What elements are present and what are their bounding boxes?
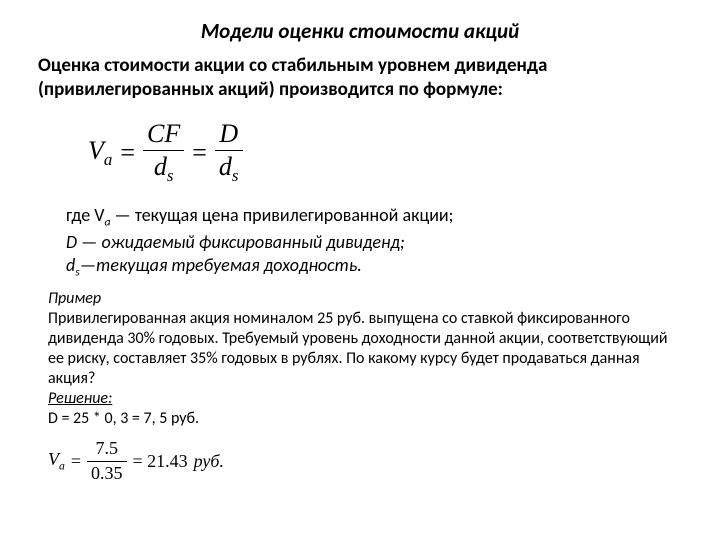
formula2-lhs-var: V <box>48 449 59 469</box>
example-label: Пример <box>48 289 682 309</box>
fraction-2: D ds <box>215 120 243 186</box>
formula-lhs-sub: a <box>104 150 112 169</box>
result-formula: Va = 7.5 0.35 = 21.43 руб. <box>48 439 682 484</box>
definition-2: D — ожидаемый фиксированный дивиденд; <box>66 231 682 254</box>
formula2-den: 0.35 <box>87 464 127 484</box>
formula-lhs-var: V <box>88 136 104 165</box>
frac1-num: CF <box>143 120 184 149</box>
formula2-fraction: 7.5 0.35 <box>87 439 127 484</box>
frac2-num: D <box>215 120 242 149</box>
equals-2: = <box>192 138 207 168</box>
formula2-result: = 21.43 <box>133 451 188 472</box>
page-title: Модели оценки стоимости акций <box>38 18 682 44</box>
frac1-den-var: d <box>154 152 167 181</box>
example-body: Привилегированная акция номиналом 25 руб… <box>48 309 682 389</box>
formula2-num: 7.5 <box>92 439 123 459</box>
main-formula: Va = CF ds = D ds <box>88 120 682 186</box>
formula2-lhs-sub: a <box>59 460 65 473</box>
frac1-den-sub: s <box>167 166 174 185</box>
definition-1: где Va — текущая цена привилегированной … <box>66 204 682 231</box>
example-block: Пример Привилегированная акция номиналом… <box>48 289 682 429</box>
frac2-den-sub: s <box>232 166 239 185</box>
formula2-equals: = <box>71 451 81 472</box>
definition-3: ds—текущая требуемая доходность. <box>66 254 682 281</box>
equals-1: = <box>120 138 135 168</box>
subtitle: Оценка стоимости акции со стабильным уро… <box>38 54 682 102</box>
definitions-block: где Va — текущая цена привилегированной … <box>66 204 682 281</box>
fraction-1: CF ds <box>143 120 184 186</box>
formula2-unit: руб. <box>194 451 224 472</box>
frac2-den-var: d <box>219 152 232 181</box>
solution-label: Решение: <box>48 389 682 409</box>
solution-line: D = 25 * 0, 3 = 7, 5 руб. <box>48 409 682 429</box>
